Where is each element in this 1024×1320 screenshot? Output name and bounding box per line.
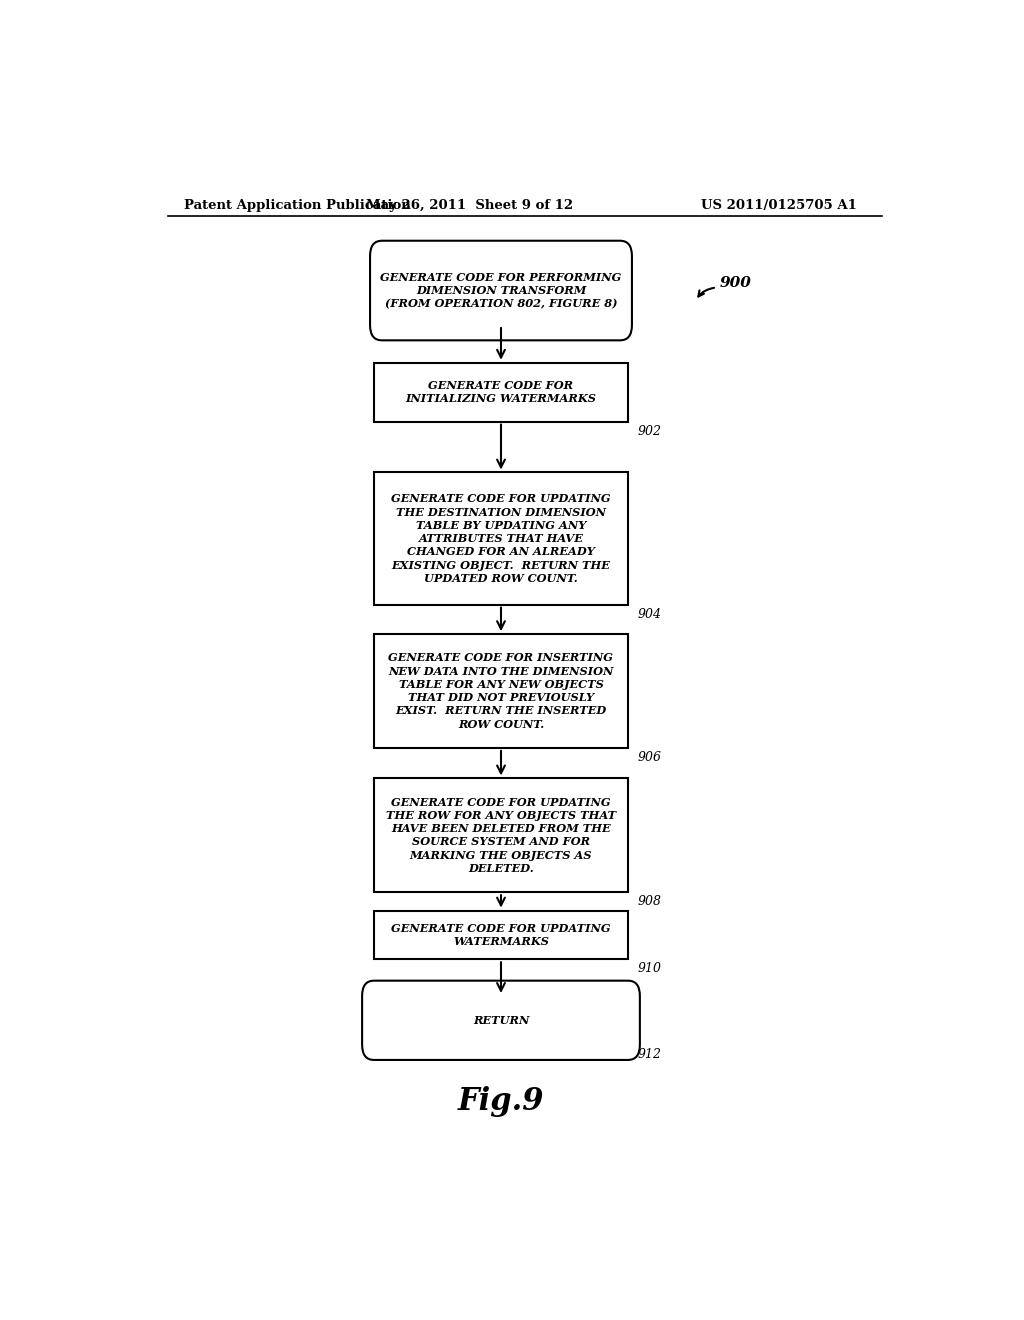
Text: GENERATE CODE FOR UPDATING
THE DESTINATION DIMENSION
TABLE BY UPDATING ANY
ATTRI: GENERATE CODE FOR UPDATING THE DESTINATI…	[391, 494, 610, 583]
Text: RETURN: RETURN	[473, 1015, 529, 1026]
Text: GENERATE CODE FOR INSERTING
NEW DATA INTO THE DIMENSION
TABLE FOR ANY NEW OBJECT: GENERATE CODE FOR INSERTING NEW DATA INT…	[388, 652, 613, 730]
Text: GENERATE CODE FOR UPDATING
WATERMARKS: GENERATE CODE FOR UPDATING WATERMARKS	[391, 923, 610, 946]
Bar	[374, 911, 628, 960]
Text: GENERATE CODE FOR UPDATING
THE ROW FOR ANY OBJECTS THAT
HAVE BEEN DELETED FROM T: GENERATE CODE FOR UPDATING THE ROW FOR A…	[386, 797, 616, 874]
Text: 904: 904	[638, 607, 662, 620]
Text: GENERATE CODE FOR
INITIALIZING WATERMARKS: GENERATE CODE FOR INITIALIZING WATERMARK…	[406, 380, 597, 404]
Text: 900: 900	[719, 276, 752, 290]
Text: Fig.9: Fig.9	[458, 1086, 544, 1117]
Text: 902: 902	[638, 425, 662, 438]
Text: US 2011/0125705 A1: US 2011/0125705 A1	[700, 198, 857, 211]
Text: GENERATE CODE FOR PERFORMING
DIMENSION TRANSFORM
(FROM OPERATION 802, FIGURE 8): GENERATE CODE FOR PERFORMING DIMENSION T…	[380, 272, 622, 309]
Text: 910: 910	[638, 962, 662, 975]
FancyBboxPatch shape	[362, 981, 640, 1060]
Bar	[374, 779, 628, 892]
Text: May 26, 2011  Sheet 9 of 12: May 26, 2011 Sheet 9 of 12	[366, 198, 572, 211]
Text: 906: 906	[638, 751, 662, 764]
Bar	[374, 634, 628, 748]
FancyBboxPatch shape	[370, 240, 632, 341]
Bar	[374, 363, 628, 421]
Bar	[374, 473, 628, 605]
Text: 912: 912	[638, 1048, 662, 1061]
Text: Patent Application Publication: Patent Application Publication	[183, 198, 411, 211]
Text: 908: 908	[638, 895, 662, 908]
